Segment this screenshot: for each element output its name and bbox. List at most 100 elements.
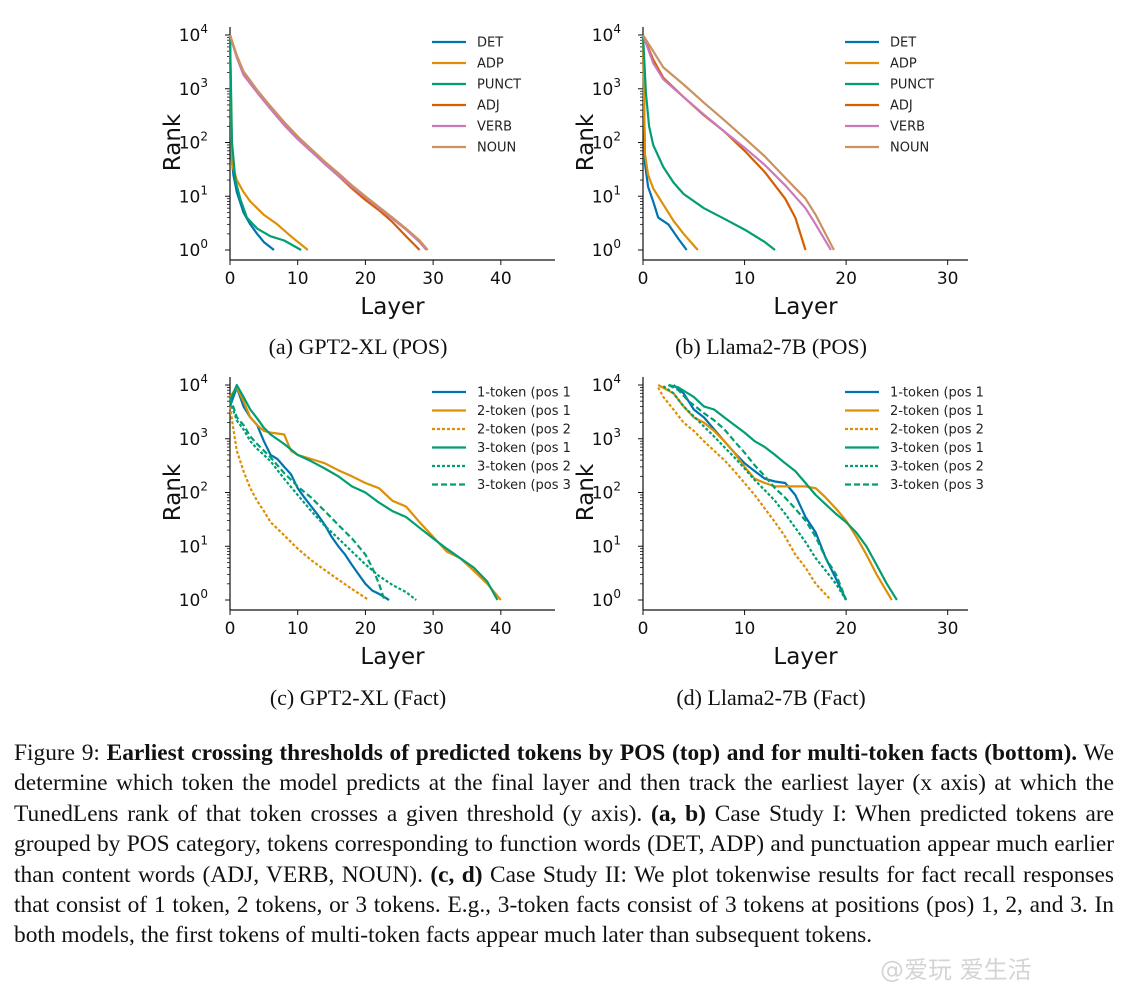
series-line (228, 400, 417, 601)
y-tick-label: 101 (592, 183, 621, 207)
y-axis-label: Rank (160, 113, 186, 171)
y-axis-label: Rank (573, 463, 599, 521)
legend-label: 3-token (pos 3) (477, 478, 570, 493)
legend-label: 3-token (pos 2) (890, 460, 983, 475)
y-tick-label: 100 (592, 587, 621, 611)
legend-label: ADP (890, 57, 917, 72)
y-tick-label: 101 (179, 533, 208, 557)
legend-label: ADP (477, 57, 504, 72)
y-axis-label: Rank (160, 463, 186, 521)
caption-text-3: Case Study II: We plot tokenwise results… (14, 861, 1114, 949)
legend-label: 2-token (pos 1) (477, 404, 570, 419)
x-tick-label: 30 (422, 269, 444, 289)
y-tick-label: 104 (179, 372, 208, 396)
x-axis-label: Layer (773, 294, 838, 320)
x-tick-label: 0 (225, 619, 236, 639)
legend-label: NOUN (890, 141, 929, 156)
series-line (641, 34, 699, 251)
legend-label: NOUN (477, 141, 516, 156)
subcaption-c: (c) GPT2-XL (Fact) (269, 685, 447, 710)
series-line (228, 396, 386, 601)
series-line (228, 383, 499, 601)
chart-llama2-pos: 0 10 20 30 100 101 102 103 104 Layer Rank DET ADP PUN… (573, 22, 968, 320)
legend-label: PUNCT (477, 78, 521, 93)
caption-ab: (a, b) (651, 800, 706, 827)
panel-d: 0 10 20 30 100 101 102 103 104 Layer Rank 1-token (… (563, 360, 983, 670)
subcaption-a: (a) GPT2-XL (POS) (268, 334, 448, 359)
series-line (641, 34, 832, 251)
x-tick-label: 40 (490, 619, 512, 639)
series-line (229, 386, 502, 601)
x-tick-label: 30 (937, 619, 959, 639)
legend-label: ADJ (477, 99, 500, 114)
y-tick-label: 103 (592, 426, 621, 450)
x-axis-label: Layer (360, 644, 425, 670)
caption-text-1: We determine which token the model predi… (14, 740, 1114, 827)
x-tick-label: 10 (287, 269, 309, 289)
y-tick-label: 102 (179, 480, 208, 504)
series-line (641, 34, 688, 251)
legend-label: 3-token (pos 2) (477, 460, 570, 475)
watermark: @爱玩 爱生活 (880, 956, 1032, 984)
subcaption-b: (b) Llama2-7B (POS) (675, 334, 867, 359)
legend-label: 2-token (pos 2) (890, 423, 983, 438)
y-tick-label: 100 (179, 237, 208, 261)
series-line (228, 34, 429, 251)
x-tick-label: 10 (287, 619, 309, 639)
legend-label: 2-token (pos 1) (890, 404, 983, 419)
y-tick-label: 100 (592, 237, 621, 261)
legend-label: 3-token (pos 1) (890, 441, 983, 456)
legend-label: VERB (890, 120, 925, 135)
chart-llama2-fact: 0 10 20 30 100 101 102 103 104 Layer Rank 1-token (… (573, 372, 983, 670)
subcaption-d: (d) Llama2-7B (Fact) (676, 685, 866, 710)
y-tick-label: 104 (592, 22, 621, 46)
legend-label: 1-token (pos 1) (890, 386, 983, 401)
legend-label: 3-token (pos 3) (890, 478, 983, 493)
x-tick-label: 10 (734, 619, 756, 639)
x-tick-label: 20 (835, 619, 857, 639)
y-tick-label: 102 (592, 480, 621, 504)
chart-gpt2xl-pos: 0 10 20 30 40 100 101 102 103 104 Layer Rank DET ADP P… (160, 22, 555, 320)
caption-cd: (c, d) (430, 861, 483, 888)
x-axis-label: Layer (773, 644, 838, 670)
series-line (657, 384, 893, 601)
legend-label: DET (477, 36, 503, 51)
y-tick-label: 103 (592, 76, 621, 100)
y-tick-label: 102 (179, 130, 208, 154)
series-line (657, 386, 832, 601)
x-axis-label: Layer (360, 294, 425, 320)
y-tick-label: 103 (179, 76, 208, 100)
x-tick-label: 10 (734, 269, 756, 289)
x-tick-label: 30 (422, 619, 444, 639)
y-tick-label: 101 (179, 183, 208, 207)
panel-b: 0 10 20 30 100 101 102 103 104 Layer Rank DET ADP PUN… (563, 10, 983, 320)
series-line (228, 34, 428, 251)
y-tick-label: 104 (179, 22, 208, 46)
legend-label: 1-token (pos 1) (477, 386, 570, 401)
legend-label: ADJ (890, 99, 913, 114)
y-axis-label: Rank (573, 113, 599, 171)
caption-text-2: Case Study I: When predicted tokens are … (14, 800, 1114, 888)
x-tick-label: 20 (835, 269, 857, 289)
series-line (641, 34, 776, 251)
x-tick-label: 0 (638, 269, 649, 289)
y-tick-label: 104 (592, 372, 621, 396)
panel-a: 0 10 20 30 40 100 101 102 103 104 Layer Rank DET ADP P… (150, 10, 570, 320)
series-line (228, 406, 370, 601)
legend-label: VERB (477, 120, 512, 135)
series-line (667, 384, 848, 601)
y-tick-label: 102 (592, 130, 621, 154)
series-line (672, 384, 848, 601)
y-tick-label: 103 (179, 426, 208, 450)
x-tick-label: 30 (937, 269, 959, 289)
x-tick-label: 0 (638, 619, 649, 639)
caption-label: Figure 9: (14, 740, 100, 766)
series-line (228, 34, 302, 251)
x-tick-label: 0 (225, 269, 236, 289)
series-line (662, 385, 848, 601)
legend-label: PUNCT (890, 78, 934, 93)
series-line (668, 383, 898, 601)
figure-caption: Figure 9: Earliest crossing thresholds o… (14, 738, 1114, 951)
chart-gpt2xl-fact: 0 10 20 30 40 100 101 102 103 104 Layer Rank 1-token… (160, 372, 570, 670)
caption-title: Earliest crossing thresholds of predicte… (106, 740, 1078, 766)
